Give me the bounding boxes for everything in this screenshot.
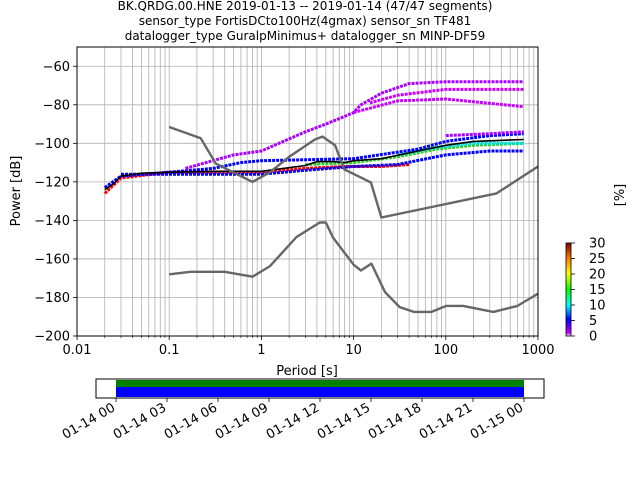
series-gray-high-noise-model: [168, 125, 539, 219]
y-tick-label: −120: [34, 175, 70, 190]
y-tick-label: −100: [34, 137, 70, 152]
x-tick-label: 0.1: [159, 343, 180, 358]
x-tick-label: 0.01: [63, 343, 92, 358]
x-axis: 0.01 0.1 1 10 100 1000: [63, 336, 555, 358]
plot-frame: [76, 46, 539, 337]
noise-model-lines: [104, 125, 539, 314]
y-tick-label: −160: [34, 252, 70, 267]
title-line-1: BK.QRDG.00.HNE 2019-01-13 -- 2019-01-14 …: [118, 0, 493, 13]
colorbar-tick-label: 5: [589, 314, 597, 329]
y-axis-label: Power [dB]: [9, 156, 24, 227]
coverage-bar-data: [116, 387, 524, 397]
psd-band-blue-lower: [121, 149, 524, 176]
x-tick-label: 10: [345, 343, 362, 358]
coverage-bar-flag: [116, 380, 524, 387]
x-tick-label: 100: [433, 343, 458, 358]
y-tick-label: −60: [43, 60, 70, 75]
colorbar-tick-label: 30: [589, 237, 606, 252]
colorbar-tick-label: 10: [589, 299, 606, 314]
series-gray-low-noise-model: [169, 221, 539, 314]
grid-lines: [76, 47, 538, 337]
y-axis: −200 −180 −160 −140 −120 −100 −80 −60: [34, 60, 77, 345]
colorbar: [565, 242, 572, 337]
colorbar-tick-label: 25: [589, 252, 606, 267]
x-axis-label: Period [s]: [276, 364, 338, 379]
colorbar-tick-label: 20: [589, 268, 606, 283]
y-tick-label: −180: [34, 291, 70, 306]
y-tick-label: −200: [34, 330, 70, 345]
title-line-3: datalogger_type GuralpMinimus+ datalogge…: [125, 29, 486, 43]
psd-band-purple-low: [353, 97, 524, 114]
series-black: [104, 138, 524, 191]
y-tick-label: −140: [34, 214, 70, 229]
colorbar-tick-label: 15: [589, 283, 606, 298]
psd-band-purple-mid: [369, 87, 524, 105]
y-tick-label: −80: [43, 98, 70, 113]
psd-band-purple-band: [445, 130, 524, 138]
title-line-2: sensor_type FortisDCto100Hz(4gmax) senso…: [139, 14, 471, 28]
colorbar-tick-label: 0: [589, 330, 597, 345]
colorbar-label: [%]: [613, 184, 628, 207]
x-tick-label: 1000: [521, 343, 554, 358]
x-tick-label: 1: [257, 343, 265, 358]
psd-band-purple-hi: [184, 80, 524, 170]
